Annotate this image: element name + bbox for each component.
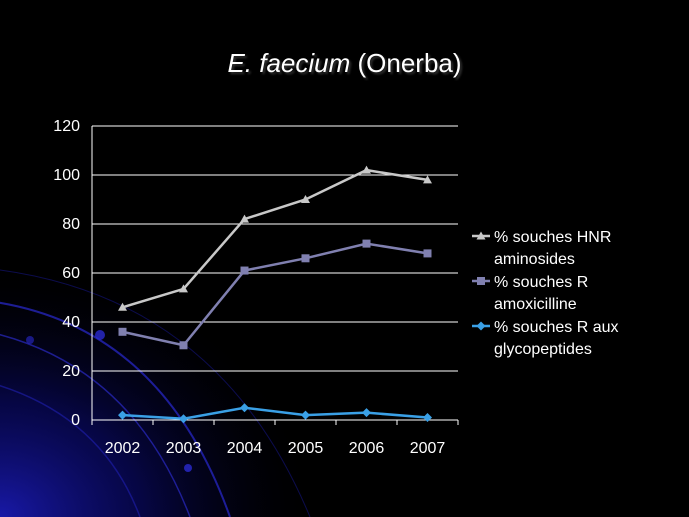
- data-point: [118, 410, 127, 420]
- data-point: [240, 214, 249, 223]
- series-line-2: [122, 406, 428, 421]
- data-point: [118, 302, 127, 311]
- data-point: [179, 341, 188, 350]
- legend-label: % souches R aux: [494, 319, 619, 336]
- data-point: [240, 266, 249, 275]
- y-tick-label: 0: [71, 412, 80, 429]
- data-point: [362, 239, 371, 248]
- data-point: [301, 254, 310, 263]
- data-point: [423, 175, 432, 184]
- series-line-1: [122, 242, 428, 347]
- title-rest: (Onerba): [357, 48, 462, 78]
- legend-label: % souches HNR: [494, 229, 611, 246]
- legend-marker: [477, 277, 485, 285]
- data-point: [423, 249, 432, 258]
- legend-label: amoxicilline: [494, 296, 577, 313]
- legend-label: glycopeptides: [494, 341, 592, 358]
- y-tick-label: 100: [53, 167, 80, 184]
- data-point: [362, 165, 371, 174]
- series-line-0: [122, 168, 428, 309]
- data-point: [118, 327, 127, 336]
- x-tick-label: 2007: [410, 440, 446, 457]
- x-tick-label: 2006: [349, 440, 385, 457]
- legend-label: aminosides: [494, 251, 575, 268]
- data-point: [179, 414, 188, 424]
- y-tick-label: 40: [62, 314, 80, 331]
- x-tick-label: 2004: [227, 440, 263, 457]
- y-tick-label: 20: [62, 363, 80, 380]
- legend-marker: [476, 321, 486, 331]
- data-point: [301, 195, 310, 203]
- x-tick-label: 2002: [105, 440, 141, 457]
- x-tick-label: 2003: [166, 440, 202, 457]
- slide-title: E. faecium (Onerba): [0, 48, 689, 79]
- data-point: [240, 403, 249, 413]
- data-point: [301, 410, 310, 420]
- legend-label: % souches R: [494, 274, 588, 291]
- y-tick-label: 80: [62, 216, 80, 233]
- x-tick-label: 2005: [288, 440, 324, 457]
- title-italic: E. faecium: [227, 48, 351, 78]
- data-point: [362, 408, 371, 418]
- data-point: [179, 284, 188, 293]
- y-tick-label: 120: [53, 118, 80, 135]
- legend-marker: [476, 231, 486, 240]
- y-tick-label: 60: [62, 265, 80, 282]
- data-point: [423, 413, 432, 423]
